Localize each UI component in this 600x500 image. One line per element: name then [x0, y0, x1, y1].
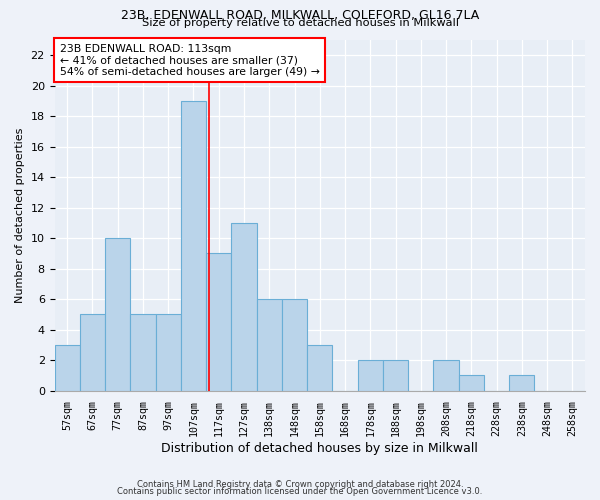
- Bar: [181, 101, 206, 390]
- Bar: [257, 299, 282, 390]
- Bar: [105, 238, 130, 390]
- X-axis label: Distribution of detached houses by size in Milkwall: Distribution of detached houses by size …: [161, 442, 478, 455]
- Bar: [458, 376, 484, 390]
- Bar: [130, 314, 155, 390]
- Bar: [383, 360, 408, 390]
- Bar: [433, 360, 458, 390]
- Y-axis label: Number of detached properties: Number of detached properties: [15, 128, 25, 303]
- Bar: [55, 345, 80, 391]
- Bar: [307, 345, 332, 391]
- Bar: [232, 223, 257, 390]
- Bar: [358, 360, 383, 390]
- Text: Contains public sector information licensed under the Open Government Licence v3: Contains public sector information licen…: [118, 487, 482, 496]
- Bar: [155, 314, 181, 390]
- Bar: [509, 376, 535, 390]
- Bar: [282, 299, 307, 390]
- Text: 23B, EDENWALL ROAD, MILKWALL, COLEFORD, GL16 7LA: 23B, EDENWALL ROAD, MILKWALL, COLEFORD, …: [121, 9, 479, 22]
- Text: Size of property relative to detached houses in Milkwall: Size of property relative to detached ho…: [142, 18, 458, 28]
- Bar: [206, 254, 232, 390]
- Text: Contains HM Land Registry data © Crown copyright and database right 2024.: Contains HM Land Registry data © Crown c…: [137, 480, 463, 489]
- Text: 23B EDENWALL ROAD: 113sqm
← 41% of detached houses are smaller (37)
54% of semi-: 23B EDENWALL ROAD: 113sqm ← 41% of detac…: [60, 44, 320, 76]
- Bar: [80, 314, 105, 390]
